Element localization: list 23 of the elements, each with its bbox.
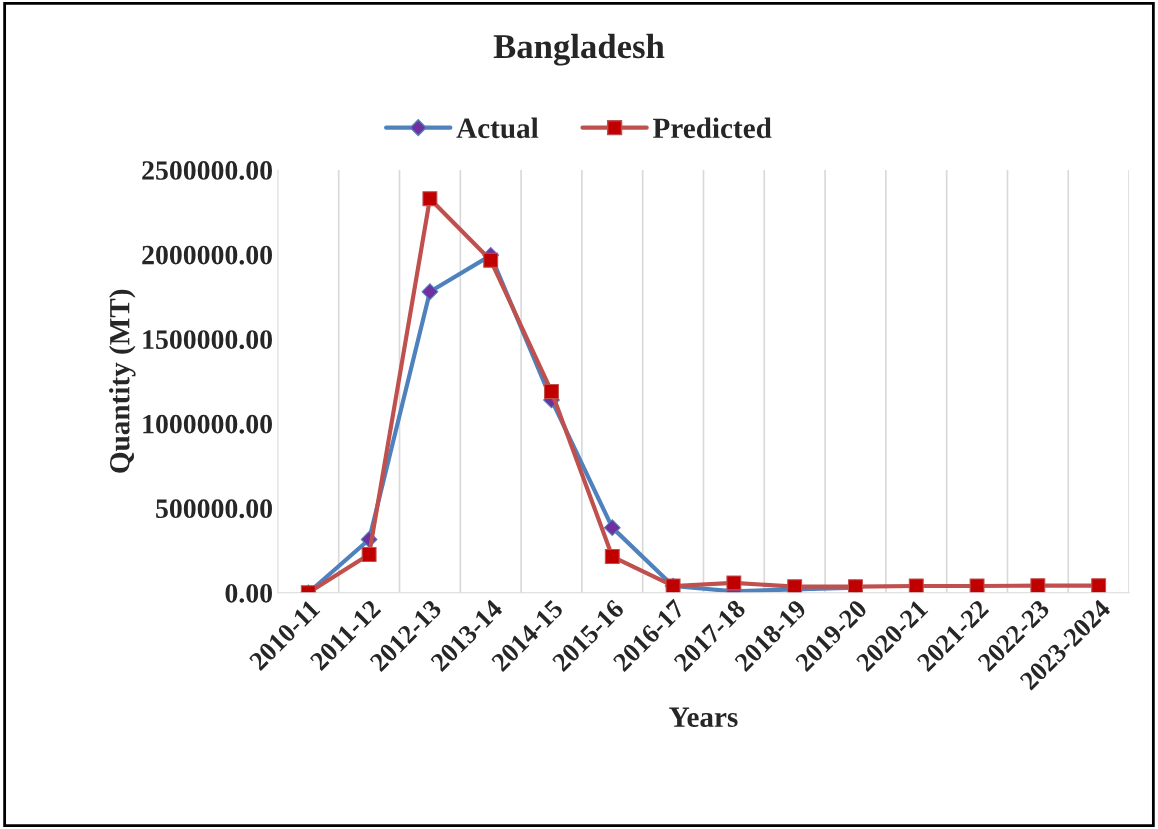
point bbox=[604, 549, 620, 565]
point bbox=[603, 519, 621, 536]
point bbox=[726, 575, 742, 591]
point bbox=[421, 283, 439, 301]
point bbox=[908, 578, 924, 593]
point bbox=[361, 547, 377, 562]
point bbox=[422, 191, 438, 207]
point bbox=[544, 384, 559, 399]
x-axis-title: Years bbox=[669, 707, 738, 728]
y-tick-label: 2500000.00 bbox=[142, 161, 272, 180]
legend-label: Predicted bbox=[653, 117, 772, 139]
y-tick-label: 2000000.00 bbox=[142, 245, 272, 265]
legend-label: Actual bbox=[456, 117, 539, 139]
point bbox=[1091, 578, 1107, 593]
y-tick-label: 1000000.00 bbox=[143, 414, 272, 434]
chart-title: Bangladesh bbox=[493, 33, 665, 66]
y-tick-label: 1500000.00 bbox=[143, 330, 272, 350]
point bbox=[1030, 578, 1046, 593]
y-tick-label: 500000.00 bbox=[156, 499, 272, 519]
point bbox=[483, 252, 499, 268]
y-axis-title: Quantity (MT) bbox=[109, 289, 136, 473]
y-tick-label: 0.00 bbox=[225, 583, 272, 603]
point bbox=[969, 578, 985, 593]
